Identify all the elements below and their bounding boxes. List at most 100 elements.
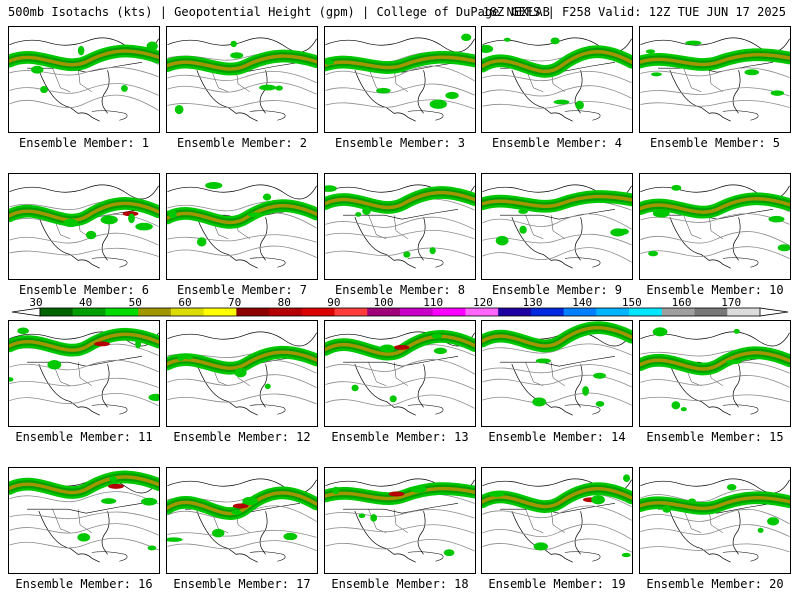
isotach-patch	[283, 532, 298, 541]
height-contour	[167, 393, 317, 405]
height-contour	[482, 70, 632, 84]
isotach-patch	[234, 367, 247, 378]
isotach-patch	[443, 549, 455, 557]
isotach-colorbar: 30 40 50 60 70 80 90 100 110 120 130 140 150 160 170	[11, 296, 789, 317]
colorbar-tick-label: 120	[473, 296, 493, 309]
isotach-patch	[146, 41, 158, 52]
coastline	[564, 404, 601, 415]
coastline	[249, 404, 286, 415]
isotach-patch	[242, 496, 258, 506]
height-contour	[640, 87, 790, 97]
coastline	[196, 217, 258, 269]
isotach-band-60	[482, 325, 632, 348]
colorbar-tick-label: 170	[721, 296, 741, 309]
coastline	[640, 331, 790, 347]
coastline	[38, 70, 100, 122]
isotach-patch	[445, 91, 459, 100]
coastline	[249, 110, 286, 121]
run-valid-time: 18Z GEFS | F258 Valid: 12Z TUE JUN 17 20…	[482, 5, 786, 19]
ensemble-member-map	[324, 467, 476, 574]
isotach-patch	[325, 185, 337, 192]
ensemble-member-map	[324, 320, 476, 427]
isotach-patch	[85, 230, 97, 240]
height-contour	[9, 491, 159, 505]
colorbar-tick-label: 110	[423, 296, 443, 309]
ensemble-member-label: Ensemble Member: 9	[491, 283, 623, 297]
ensemble-member-map	[8, 467, 160, 574]
height-contour	[325, 216, 475, 230]
height-contour	[482, 85, 632, 99]
coastline	[564, 551, 601, 562]
isotach-patch	[431, 333, 443, 339]
height-contour	[167, 81, 317, 95]
ensemble-member-label: Ensemble Member: 5	[649, 136, 781, 150]
colorbar-tick-label: 80	[278, 296, 291, 309]
isotach-patch	[619, 228, 629, 235]
ensemble-member-label: Ensemble Member: 19	[488, 577, 626, 591]
height-contour	[167, 374, 317, 388]
isotach-patch	[410, 485, 427, 493]
coastline	[249, 551, 286, 562]
isotach-patch	[148, 393, 159, 402]
ensemble-member-map	[8, 26, 160, 133]
height-contour	[325, 65, 475, 82]
border	[525, 362, 565, 386]
coastline	[325, 37, 475, 53]
isotach-patch	[591, 495, 605, 505]
ensemble-member-label: Ensemble Member: 8	[334, 283, 466, 297]
coastline	[259, 70, 268, 114]
isotach-max-80	[122, 211, 139, 217]
isotach-patch	[671, 401, 681, 410]
height-contour	[9, 523, 159, 536]
isotach-patch	[533, 542, 549, 551]
isotach-patch	[621, 552, 631, 558]
height-contour	[482, 374, 632, 388]
coastline	[511, 364, 573, 416]
coastline	[259, 511, 268, 555]
map-title: 500mb Isotachs (kts) | Geopotential Heig…	[8, 5, 550, 19]
border	[343, 503, 458, 514]
isotach-patch	[593, 372, 607, 379]
colorbar-left-arrow	[11, 307, 41, 317]
ensemble-member-map	[166, 173, 318, 280]
isotach-band-60	[482, 194, 632, 209]
ensemble-member-map	[639, 467, 791, 574]
ensemble-member-label: Ensemble Member: 2	[176, 136, 308, 150]
isotach-patch	[429, 99, 447, 109]
coastline	[38, 217, 100, 269]
isotach-patch	[362, 206, 371, 216]
colorbar-swatch	[727, 308, 761, 316]
isotach-patch	[645, 49, 656, 54]
ensemble-member-label: Ensemble Member: 11	[15, 430, 153, 444]
height-contour	[9, 247, 159, 257]
coastline	[38, 511, 100, 563]
height-contour	[640, 213, 790, 225]
isotach-patch	[777, 244, 790, 252]
coastline	[564, 110, 601, 121]
ensemble-member-label: Ensemble Member: 13	[331, 430, 469, 444]
ensemble-member-label: Ensemble Member: 20	[646, 577, 784, 591]
coastline	[417, 364, 426, 408]
isotach-patch	[275, 85, 283, 91]
isotach-band-60	[325, 190, 475, 210]
coastline	[669, 364, 731, 416]
colorbar-swatch	[661, 308, 696, 316]
ensemble-member-label: Ensemble Member: 7	[176, 283, 308, 297]
ensemble-member-label: Ensemble Member: 17	[173, 577, 311, 591]
height-contour	[167, 234, 317, 243]
height-contour	[640, 231, 790, 246]
height-contour	[9, 511, 159, 521]
isotach-patch	[135, 222, 153, 231]
height-contour	[9, 377, 159, 388]
coastline	[732, 511, 741, 555]
isotach-patch	[726, 483, 737, 491]
coastline	[669, 511, 731, 563]
height-contour	[325, 83, 475, 96]
colorbar-swatch	[334, 308, 368, 316]
isotach-patch	[532, 397, 547, 407]
isotach-patch	[680, 407, 687, 412]
isotach-patch	[651, 72, 662, 77]
height-contour	[167, 245, 317, 258]
ensemble-member-map	[639, 320, 791, 427]
coastline	[91, 257, 128, 268]
